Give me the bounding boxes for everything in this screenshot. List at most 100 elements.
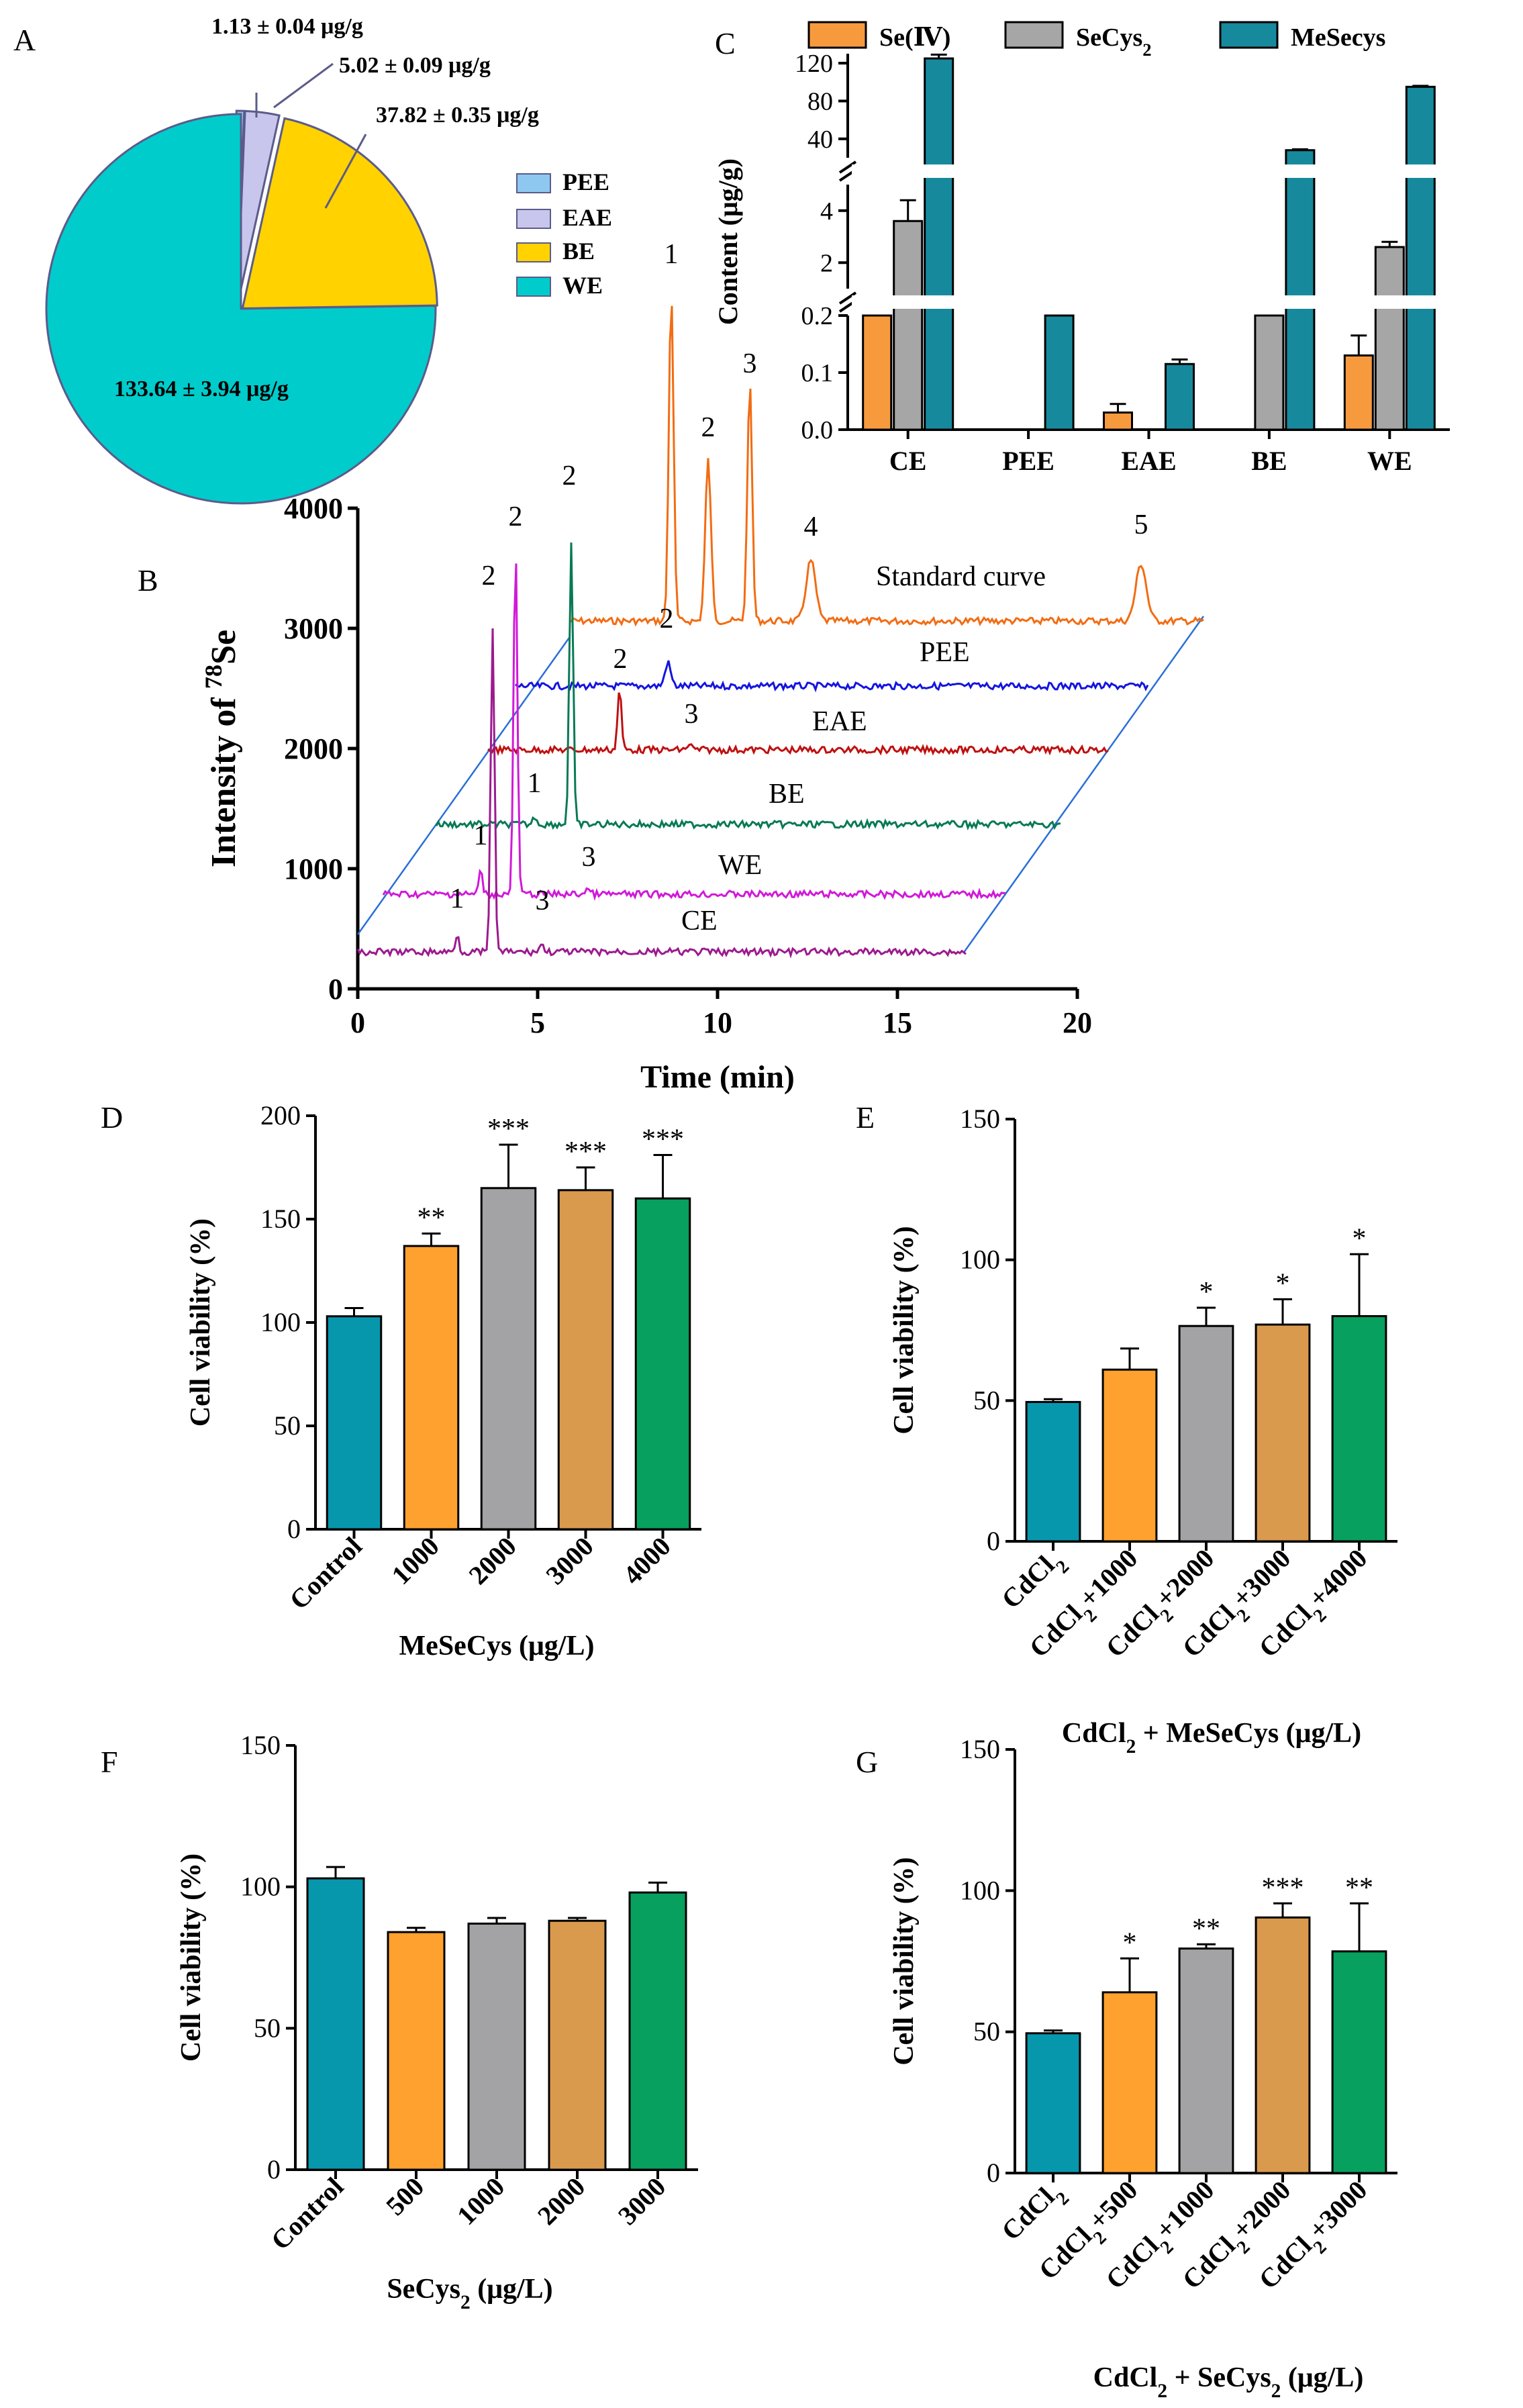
significance-G: *** xyxy=(1262,1872,1304,1903)
legend-label-c-1: SeCys2 xyxy=(1076,23,1152,60)
x-tick-label-b: 0 xyxy=(350,1006,365,1039)
x-tick-label-b: 15 xyxy=(883,1006,912,1039)
panel-label-g: G xyxy=(856,1745,878,1779)
frame-right-b xyxy=(962,616,1205,954)
y-tick-label-E: 150 xyxy=(960,1104,1000,1134)
significance-E: * xyxy=(1353,1223,1367,1254)
panel-label-d: D xyxy=(101,1100,123,1135)
pie-label-pee: 1.13 ± 0.04 μg/g xyxy=(211,14,363,39)
peak-label-b-8: 3 xyxy=(582,842,596,873)
std-peak-label-1: 2 xyxy=(701,412,716,443)
series-label-b-0: Standard curve xyxy=(876,561,1046,592)
x-tick-label-D: 3000 xyxy=(540,1531,599,1590)
x-tick-label-c: EAE xyxy=(1121,446,1176,476)
y-tick-label-G: 100 xyxy=(960,1875,1000,1905)
leader-eae xyxy=(273,62,334,109)
series-label-b-2: EAE xyxy=(812,706,867,737)
bar-F xyxy=(387,1931,446,2171)
legend-label-we: WE xyxy=(562,272,603,299)
peak-label-b-9: 1 xyxy=(450,883,464,914)
legend-swatch-c-2 xyxy=(1219,21,1279,49)
bar-E xyxy=(1178,1325,1234,1543)
peak-label-b-2: 2 xyxy=(482,561,496,591)
legend-label-pee: PEE xyxy=(562,168,609,195)
y-tick-label-E: 100 xyxy=(960,1245,1000,1275)
y-tick-label-c: 0.1 xyxy=(801,359,834,387)
y-tick-label-F: 100 xyxy=(240,1872,281,1902)
bar-G xyxy=(1101,1991,1158,2174)
bar-G xyxy=(1178,1947,1234,2174)
panel-c: C Se(Ⅳ) SeCys2 MeSecys 0.0 0.1 0.2 2 4 40 80 120 Con… xyxy=(713,21,1454,476)
y-tick-label-c: 2 xyxy=(820,249,833,277)
x-tick-label-D: 4000 xyxy=(617,1531,676,1590)
bar-D xyxy=(480,1187,537,1531)
peak-label-b-5: 3 xyxy=(685,699,699,730)
x-axis-label-b: Time (min) xyxy=(640,1059,795,1095)
x-tick-label-c: PEE xyxy=(1002,446,1054,476)
bar-E xyxy=(1331,1315,1387,1543)
panel-label-a: A xyxy=(13,23,36,57)
peak-label-b-0: 2 xyxy=(562,461,577,491)
significance-D: ** xyxy=(417,1203,446,1234)
break-gap-c-0 xyxy=(852,295,1454,309)
y-tick-label-G: 0 xyxy=(987,2158,1000,2188)
std-peak-label-4: 5 xyxy=(1134,510,1148,540)
bar-c xyxy=(1285,149,1316,431)
frame-left-b xyxy=(356,637,571,935)
y-tick-label-b: 1000 xyxy=(284,853,343,885)
bar-c xyxy=(862,314,893,431)
legend-label-be: BE xyxy=(562,238,595,264)
pie-label-eae: 5.02 ± 0.09 μg/g xyxy=(339,53,491,78)
bar-c xyxy=(893,220,924,431)
significance-D: *** xyxy=(487,1114,530,1145)
pie-label-be: 37.82 ± 0.35 μg/g xyxy=(376,103,539,128)
trace-pee xyxy=(514,660,1149,693)
bar-D xyxy=(403,1245,460,1531)
pie-slice-eae xyxy=(236,109,281,306)
bar-D xyxy=(557,1189,614,1531)
y-tick-label-D: 150 xyxy=(260,1204,301,1234)
peak-label-b-4: 2 xyxy=(613,644,628,675)
peak-label-b-1: 2 xyxy=(509,501,523,532)
pie-slice-we xyxy=(45,113,437,505)
y-tick-label-b: 0 xyxy=(328,973,343,1006)
panel-label-c: C xyxy=(715,26,736,60)
bar-F xyxy=(628,1891,687,2171)
y-axis-label-D: Cell viability (%) xyxy=(185,1218,216,1427)
trace-ce xyxy=(356,628,967,959)
significance-E: * xyxy=(1199,1277,1214,1308)
legend-label-c-0: Se(Ⅳ) xyxy=(879,23,950,52)
break-gap-c-1 xyxy=(852,164,1454,178)
bar-c xyxy=(1405,85,1436,431)
legend-swatch-we xyxy=(516,277,551,297)
legend-swatch-pee xyxy=(516,173,551,193)
trace-eae xyxy=(487,692,1109,757)
bar-E xyxy=(1025,1400,1081,1543)
y-axis-label-G: Cell viability (%) xyxy=(889,1857,920,2065)
bar-F xyxy=(467,1922,526,2171)
series-label-b-5: CE xyxy=(681,906,718,936)
panel-a: A 1.13 ± 0.04 μg/g 5.02 ± 0.09 μg/g 37.82 ±… xyxy=(13,14,612,505)
y-axis-label-c: Content (μg/g) xyxy=(713,158,743,325)
y-tick-label-G: 50 xyxy=(973,2017,1000,2047)
significance-G: ** xyxy=(1192,1913,1220,1944)
peak-label-b-7: 1 xyxy=(474,820,488,851)
series-label-b-1: PEE xyxy=(920,637,970,668)
y-tick-label-G: 150 xyxy=(960,1734,1000,1764)
x-tick-label-F: 1000 xyxy=(451,2172,510,2231)
x-tick-label-F: 3000 xyxy=(612,2172,671,2231)
y-tick-label-D: 200 xyxy=(260,1100,301,1130)
bar-c xyxy=(1103,412,1133,431)
bar-D xyxy=(634,1197,691,1531)
bar-D xyxy=(326,1315,383,1531)
bar-c xyxy=(1044,314,1075,431)
bar-E xyxy=(1255,1323,1311,1543)
y-axis-label-b: Intensity of 78Se xyxy=(200,630,243,867)
y-tick-label-D: 50 xyxy=(274,1410,301,1441)
axis-break-c-1b xyxy=(838,160,857,174)
bar-c xyxy=(1343,354,1374,431)
